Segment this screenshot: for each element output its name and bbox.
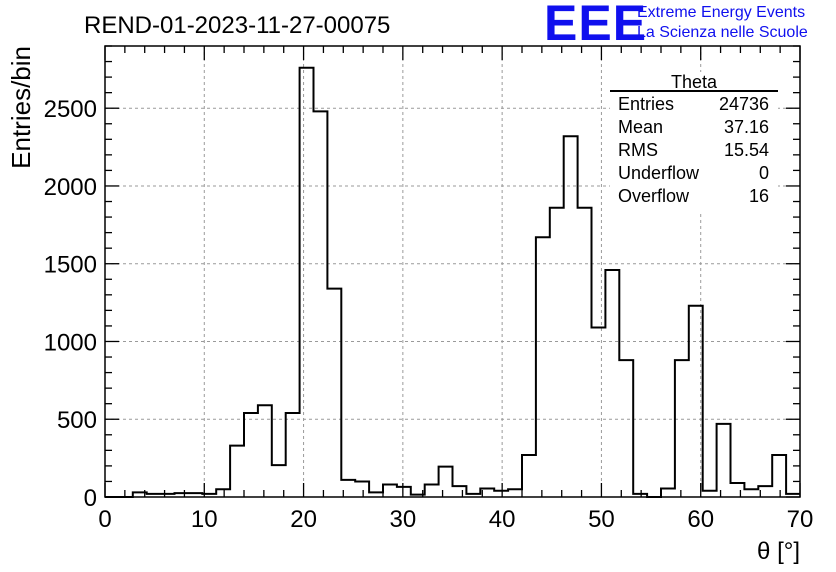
histogram-bin (286, 413, 300, 497)
x-tick-label: 50 (588, 506, 615, 533)
stats-box: Theta Entries 24736 Mean 37.16 RMS 15.54 Under… (610, 72, 778, 212)
histogram-bin (355, 481, 369, 497)
stats-row-label: Entries (618, 94, 674, 114)
histogram-bin (314, 111, 328, 497)
histogram-bin (564, 136, 578, 497)
axis-ticks (104, 45, 801, 498)
x-tick-label: 40 (489, 506, 516, 533)
y-tick-label: 1500 (44, 252, 97, 279)
y-tick-label: 1000 (44, 329, 97, 356)
histogram-bin (675, 360, 689, 497)
histogram-bin (230, 446, 244, 497)
histogram-bin (661, 488, 675, 497)
stats-box-title: Theta (671, 72, 718, 92)
logo-line-1: Extreme Energy Events (637, 4, 806, 21)
y-tick-label: 2500 (44, 96, 97, 123)
histogram-bin (592, 327, 606, 497)
stats-row-label: RMS (618, 140, 658, 160)
histogram-bin (578, 208, 592, 497)
histogram-bin (772, 455, 786, 497)
eee-logo: EEE (544, 0, 648, 51)
x-axis-label: θ [°] (757, 538, 800, 565)
histogram-bin (216, 489, 230, 497)
stats-row-label: Mean (618, 117, 663, 137)
x-tick-label: 20 (290, 506, 317, 533)
x-tick-label: 30 (390, 506, 417, 533)
histogram-bin (731, 483, 745, 497)
histogram-bin (605, 270, 619, 497)
x-tick-labels: 0 10 20 30 40 50 60 70 (98, 506, 813, 533)
stats-row-label: Underflow (618, 163, 700, 183)
histogram-bin (425, 485, 439, 497)
histogram-bin (550, 208, 564, 497)
histogram-bin (244, 413, 258, 497)
stats-row-value: 37.16 (724, 117, 769, 137)
x-tick-label: 10 (191, 506, 218, 533)
y-axis-label: Entries/bin (6, 46, 36, 169)
x-tick-label: 60 (687, 506, 714, 533)
grid-lines (105, 46, 800, 497)
y-tick-label: 500 (57, 407, 97, 434)
histogram-bin (744, 489, 758, 497)
logo-line-2: La Scienza nelle Scuole (637, 24, 808, 41)
histogram-bin (522, 455, 536, 497)
stats-row-label: Overflow (618, 186, 690, 206)
histogram-bin (327, 289, 341, 497)
histogram-bin (397, 487, 411, 497)
stats-row-value: 15.54 (724, 140, 769, 160)
stats-box-rows: Entries 24736 Mean 37.16 RMS 15.54 Underflow 0 O… (618, 94, 769, 206)
stats-box-background (610, 72, 778, 212)
stats-row-value: 16 (749, 186, 769, 206)
histogram-outline (105, 66, 800, 498)
x-tick-label: 70 (787, 506, 814, 533)
histogram-bin (300, 68, 314, 497)
stats-row-value: 24736 (719, 94, 769, 114)
histogram-bin (383, 485, 397, 497)
histogram-bin (619, 360, 633, 497)
plot-frame (104, 45, 801, 498)
histogram-bin (508, 489, 522, 497)
histogram-bin (717, 424, 731, 497)
x-tick-label: 0 (98, 506, 111, 533)
y-tick-label: 2000 (44, 174, 97, 201)
histogram-bin (536, 237, 550, 497)
y-tick-label: 0 (84, 485, 97, 512)
histogram-bin (453, 486, 467, 497)
stats-row-value: 0 (759, 163, 769, 183)
y-tick-labels: 0 500 1000 1500 2000 2500 (44, 96, 97, 512)
chart-title: REND-01-2023-11-27-00075 (84, 12, 391, 39)
histogram-bin (439, 467, 453, 497)
